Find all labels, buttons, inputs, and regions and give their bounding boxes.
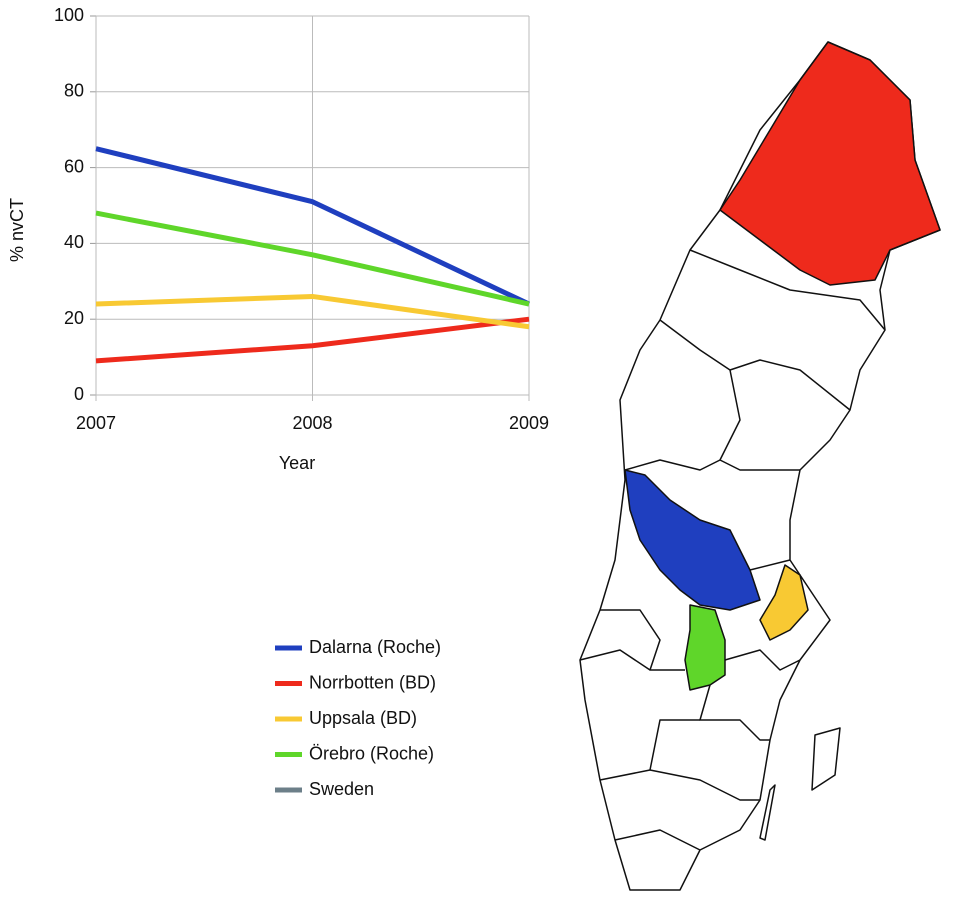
region-border	[624, 459, 721, 471]
region-border	[614, 829, 701, 851]
region-border	[600, 609, 685, 671]
region-border	[689, 249, 886, 331]
legend-label: Sweden	[309, 779, 374, 799]
island-gotland	[811, 727, 841, 791]
region-border	[659, 319, 851, 411]
region-uppsala	[759, 564, 809, 641]
region-dalarna	[624, 469, 761, 611]
x-tick-label: 2009	[509, 413, 549, 433]
legend-label: Örebro (Roche)	[309, 743, 434, 763]
region-orebro	[684, 604, 726, 691]
region-border	[649, 719, 700, 771]
y-axis-label: % nvCT	[7, 198, 27, 262]
legend-label: Uppsala (BD)	[309, 708, 417, 728]
x-axis-label: Year	[279, 453, 315, 473]
y-tick-label: 0	[74, 384, 84, 404]
x-tick-label: 2008	[292, 413, 332, 433]
legend-label: Norrbotten (BD)	[309, 672, 436, 692]
region-border	[749, 559, 791, 571]
region-border	[699, 684, 770, 741]
y-tick-label: 80	[64, 81, 84, 101]
map-of-sweden	[579, 41, 941, 891]
region-border	[599, 769, 760, 801]
x-tick-label: 2007	[76, 413, 116, 433]
series-line	[95, 210, 530, 307]
series-line	[95, 316, 530, 364]
legend-label: Dalarna (Roche)	[309, 637, 441, 657]
region-norrbotten	[719, 41, 941, 286]
island-oland	[759, 784, 776, 841]
y-tick-label: 60	[64, 156, 84, 176]
y-tick-label: 100	[54, 5, 84, 25]
y-tick-label: 20	[64, 308, 84, 328]
region-border	[724, 649, 801, 671]
region-border	[579, 649, 651, 671]
series-line	[95, 146, 531, 307]
y-tick-label: 40	[64, 232, 84, 252]
series-line	[95, 293, 530, 330]
